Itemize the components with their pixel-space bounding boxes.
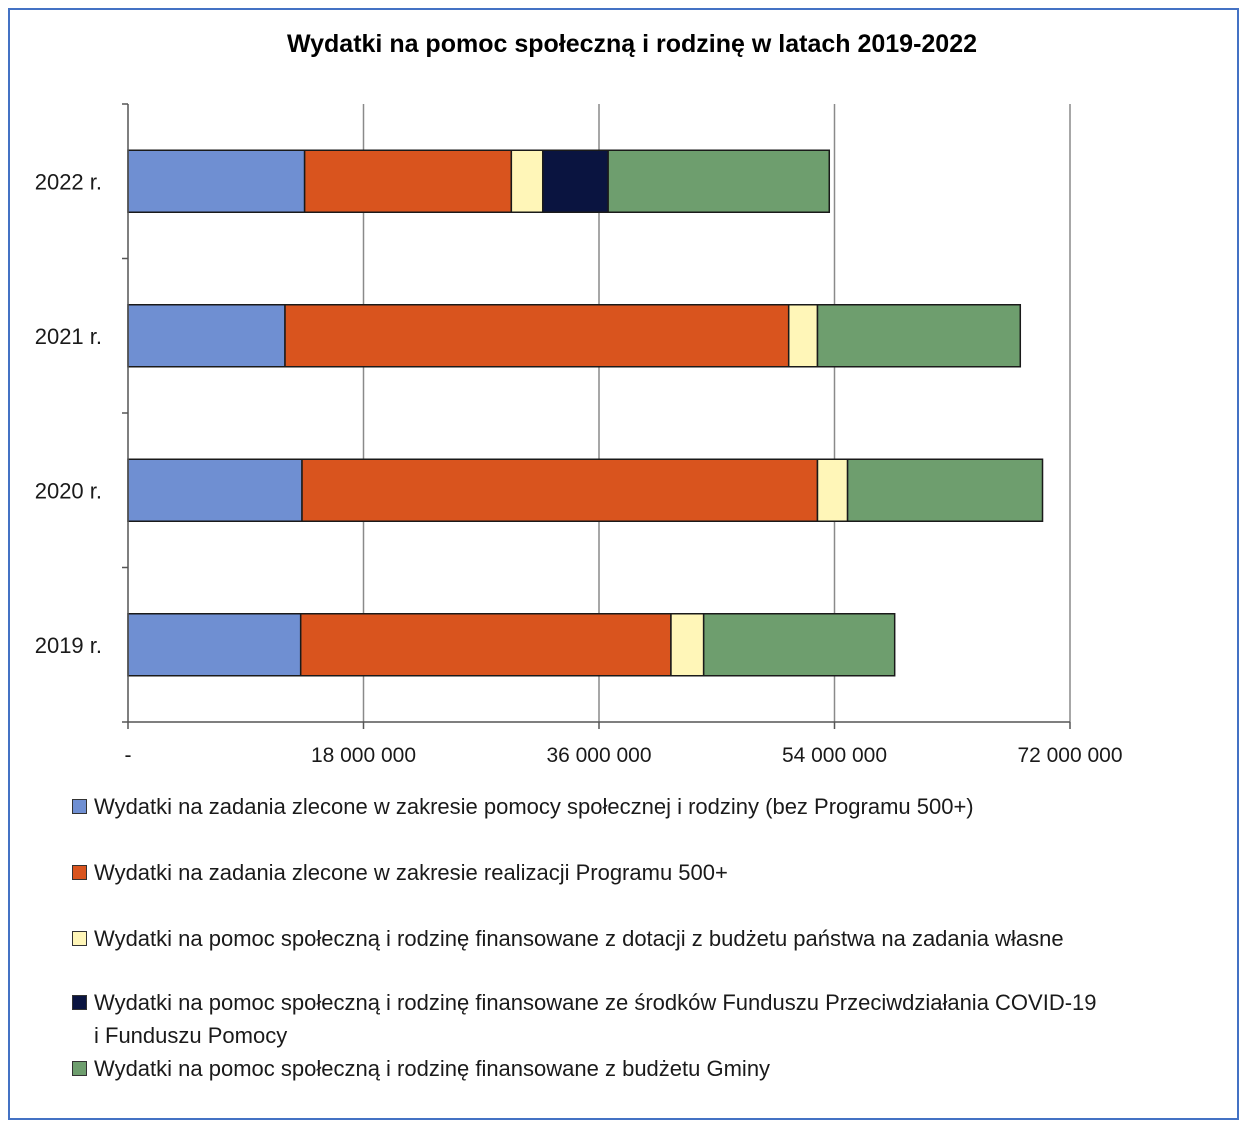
bar-segment-2-4 bbox=[846, 458, 1044, 522]
legend-label: Wydatki na zadania zlecone w zakresie re… bbox=[94, 860, 728, 885]
bar-segment-1-4 bbox=[816, 304, 1022, 368]
x-tick-label-1: 18 000 000 bbox=[311, 744, 416, 767]
bar-segment-0-4 bbox=[607, 149, 831, 213]
category-label-2: 2020 r. bbox=[35, 478, 102, 503]
legend-label: Wydatki na pomoc społeczną i rodzinę fin… bbox=[94, 990, 1097, 1015]
bar-segment-3-2 bbox=[670, 613, 705, 677]
bar-segment-2-0 bbox=[127, 458, 303, 522]
legend-swatch-orange bbox=[72, 865, 87, 880]
bar-segment-3-0 bbox=[127, 613, 302, 677]
category-label-3: 2019 r. bbox=[35, 633, 102, 658]
chart-title: Wydatki na pomoc społeczną i rodzinę w l… bbox=[286, 30, 978, 58]
x-tick-label-3: 54 000 000 bbox=[782, 744, 887, 767]
bar-segment-2-2 bbox=[816, 458, 849, 522]
legend-item-program-500: Wydatki na zadania zlecone w zakresie re… bbox=[72, 856, 1222, 889]
bar-segment-1-2 bbox=[787, 304, 819, 368]
x-tick-label-0: - bbox=[125, 744, 132, 767]
legend-label: Wydatki na pomoc społeczną i rodzinę fin… bbox=[94, 1056, 771, 1081]
bar-segment-1-1 bbox=[284, 304, 790, 368]
legend-swatch-yellow bbox=[72, 931, 87, 946]
bar-segment-1-0 bbox=[127, 304, 286, 368]
legend-item-zadania-zlecone: Wydatki na zadania zlecone w zakresie po… bbox=[72, 790, 1222, 823]
bar-segment-0-2 bbox=[510, 149, 544, 213]
legend-item-gmina: Wydatki na pomoc społeczną i rodzinę fin… bbox=[72, 1052, 1222, 1085]
legend-swatch-blue bbox=[72, 799, 87, 814]
category-label-0: 2022 r. bbox=[35, 169, 102, 194]
bar-segment-3-1 bbox=[299, 613, 672, 677]
bar-segment-0-1 bbox=[303, 149, 513, 213]
x-tick-label-2: 36 000 000 bbox=[546, 744, 651, 767]
category-label-1: 2021 r. bbox=[35, 324, 102, 349]
legend-item-dotacje: Wydatki na pomoc społeczną i rodzinę fin… bbox=[72, 922, 1222, 955]
bar-segment-2-1 bbox=[301, 458, 819, 522]
x-tick-label-4: 72 000 000 bbox=[1017, 744, 1122, 767]
legend-item-covid: Wydatki na pomoc społeczną i rodzinę fin… bbox=[72, 986, 1222, 1052]
legend-label: Wydatki na pomoc społeczną i rodzinę fin… bbox=[94, 926, 1064, 951]
bar-segment-0-0 bbox=[127, 149, 306, 213]
legend-swatch-navy bbox=[72, 995, 87, 1010]
legend-label-continued: i Funduszu Pomocy bbox=[94, 1023, 288, 1048]
chart-legend: Wydatki na zadania zlecone w zakresie po… bbox=[72, 790, 1222, 1085]
legend-label: Wydatki na zadania zlecone w zakresie po… bbox=[94, 794, 974, 819]
bar-segment-0-3 bbox=[541, 149, 609, 213]
legend-swatch-green bbox=[72, 1061, 87, 1076]
bar-segment-3-4 bbox=[702, 613, 896, 677]
